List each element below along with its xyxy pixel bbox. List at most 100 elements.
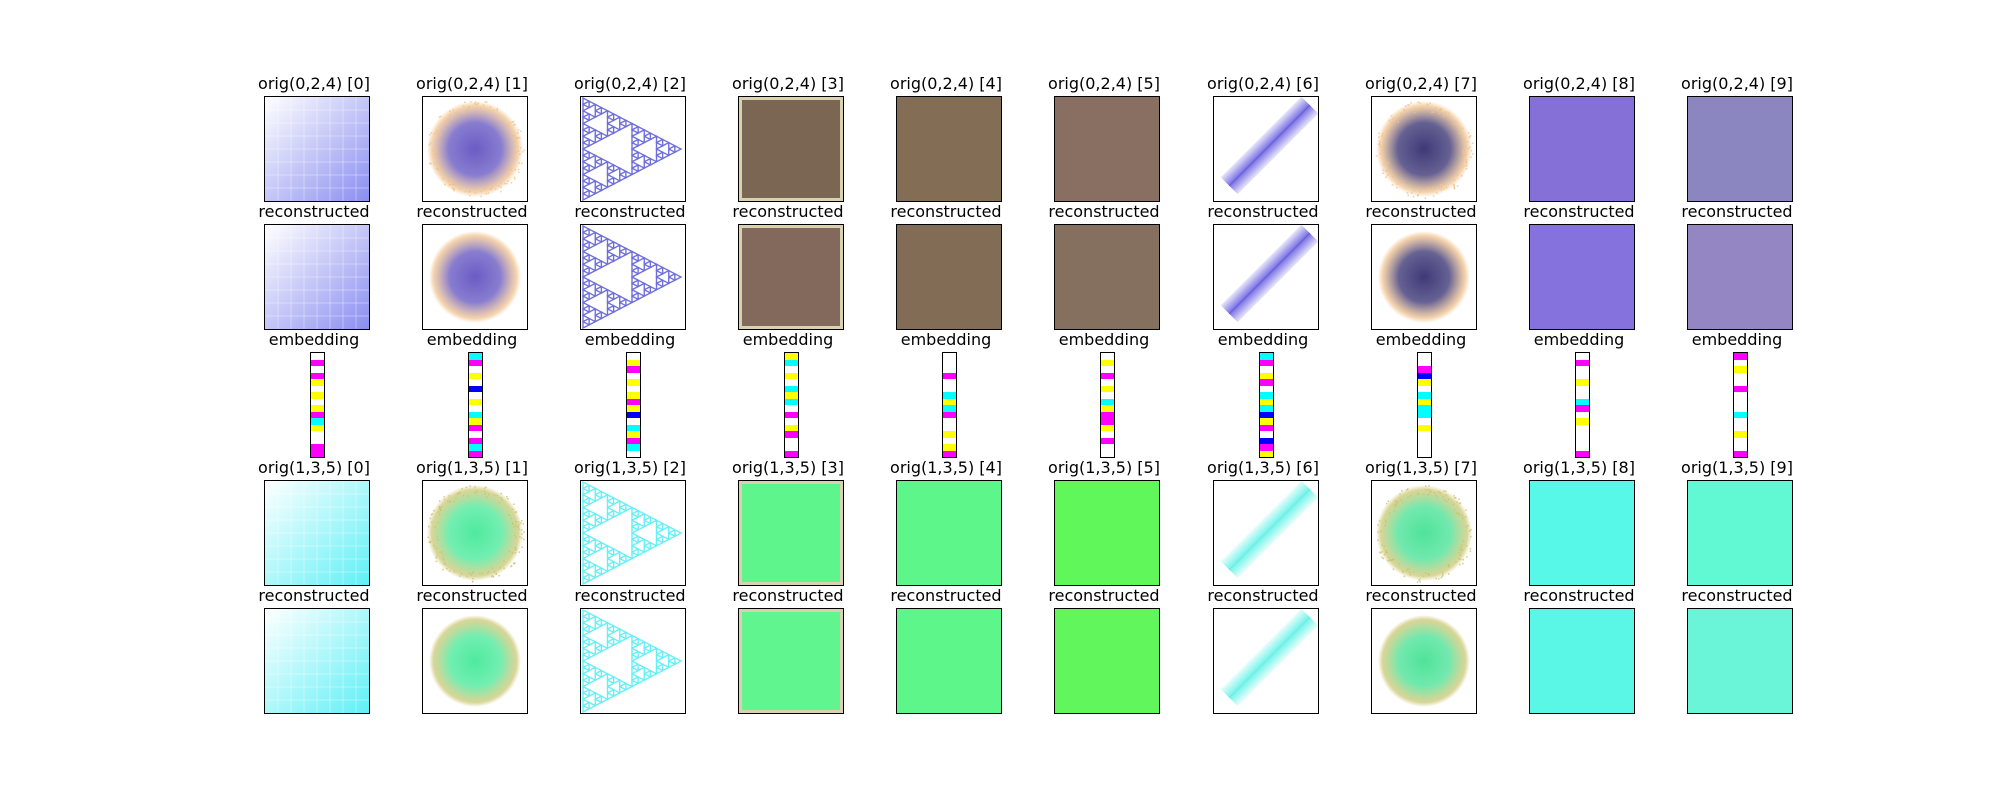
- embedding-value: [468, 372, 482, 380]
- embedding-strip: [1099, 352, 1115, 458]
- embedding-value: [784, 437, 798, 445]
- panel-title: orig(1,3,5) [9]: [1681, 458, 1793, 477]
- embedding-value: [468, 379, 482, 386]
- embedding-value: [468, 431, 482, 438]
- panel-title: orig(1,3,5) [8]: [1523, 458, 1635, 477]
- reconstructed-image: [1687, 608, 1793, 714]
- panel-title: orig(1,3,5) [5]: [1048, 458, 1160, 477]
- panel-title: embedding: [584, 330, 676, 349]
- embedding-value: [1417, 385, 1431, 393]
- embedding-value: [626, 450, 640, 457]
- original-image: [1687, 480, 1793, 586]
- reconstructed-image: [580, 224, 686, 330]
- embedding-value: [942, 353, 956, 360]
- panel-title: embedding: [1375, 330, 1467, 349]
- embedding-value: [942, 444, 956, 451]
- embedding-value: [1575, 353, 1589, 360]
- panel-title: embedding: [742, 330, 834, 349]
- panel-title: reconstructed: [416, 202, 528, 221]
- panel-title: orig(0,2,4) [0]: [258, 74, 370, 93]
- embedding-value: [1259, 366, 1273, 373]
- original-image: [896, 480, 1002, 586]
- embedding-value: [1417, 353, 1431, 360]
- embedding-value: [1259, 359, 1273, 367]
- panel-title: orig(0,2,4) [5]: [1048, 74, 1160, 93]
- panel-title: orig(1,3,5) [0]: [258, 458, 370, 477]
- reconstructed-image: [738, 224, 844, 330]
- embedding-value: [1733, 372, 1747, 380]
- embedding-value: [468, 405, 482, 412]
- embedding-value: [468, 411, 482, 419]
- original-image: [896, 96, 1002, 202]
- reconstructed-image: [1529, 608, 1635, 714]
- panel-title: reconstructed: [258, 586, 370, 605]
- embedding-value: [626, 353, 640, 360]
- embedding-value: [310, 411, 324, 419]
- reconstructed-image: [1054, 224, 1160, 330]
- embedding-value: [1575, 392, 1589, 399]
- embedding-value: [626, 411, 640, 419]
- embedding-value: [1417, 398, 1431, 406]
- embedding-value: [1575, 411, 1589, 419]
- embedding-value: [1417, 392, 1431, 399]
- embedding-value: [1100, 418, 1114, 425]
- embedding-value: [1733, 450, 1747, 457]
- embedding-strip: [1732, 352, 1748, 458]
- embedding-value: [1100, 450, 1114, 457]
- panel-title: orig(1,3,5) [3]: [732, 458, 844, 477]
- original-image: [580, 480, 686, 586]
- reconstructed-image: [896, 608, 1002, 714]
- panel-title: reconstructed: [732, 202, 844, 221]
- embedding-strip: [467, 352, 483, 458]
- embedding-value: [1733, 379, 1747, 386]
- embedding-value: [626, 398, 640, 406]
- panel-title: reconstructed: [1207, 586, 1319, 605]
- embedding-value: [1100, 366, 1114, 373]
- panel-title: orig(1,3,5) [6]: [1207, 458, 1319, 477]
- original-image: [422, 480, 528, 586]
- panel-title: orig(0,2,4) [7]: [1365, 74, 1477, 93]
- embedding-value: [784, 353, 798, 360]
- panel-title: reconstructed: [574, 202, 686, 221]
- embedding-value: [784, 398, 798, 406]
- embedding-value: [468, 353, 482, 360]
- panel-title: orig(0,2,4) [8]: [1523, 74, 1635, 93]
- panel-title: reconstructed: [1365, 202, 1477, 221]
- embedding-value: [468, 437, 482, 445]
- panel-title: reconstructed: [1523, 586, 1635, 605]
- embedding-value: [1417, 424, 1431, 432]
- embedding-value: [310, 424, 324, 432]
- embedding-value: [1575, 424, 1589, 432]
- embedding-value: [626, 385, 640, 393]
- panel-title: embedding: [426, 330, 518, 349]
- embedding-value: [942, 372, 956, 380]
- embedding-value: [1575, 379, 1589, 386]
- embedding-value: [310, 353, 324, 360]
- embedding-value: [468, 398, 482, 406]
- embedding-value: [1259, 372, 1273, 380]
- panel-title: reconstructed: [1207, 202, 1319, 221]
- embedding-value: [626, 437, 640, 445]
- embedding-value: [1100, 392, 1114, 399]
- embedding-value: [310, 372, 324, 380]
- embedding-value: [1733, 418, 1747, 425]
- reconstructed-image: [738, 608, 844, 714]
- panel-title: reconstructed: [1681, 586, 1793, 605]
- panel-title: reconstructed: [890, 586, 1002, 605]
- embedding-value: [784, 411, 798, 419]
- panel-title: orig(0,2,4) [6]: [1207, 74, 1319, 93]
- embedding-value: [1259, 444, 1273, 451]
- embedding-value: [1417, 450, 1431, 457]
- original-image: [1054, 480, 1160, 586]
- embedding-strip: [1416, 352, 1432, 458]
- embedding-value: [626, 444, 640, 451]
- embedding-value: [1733, 411, 1747, 419]
- panel-title: reconstructed: [732, 586, 844, 605]
- embedding-value: [1259, 424, 1273, 432]
- embedding-strip: [625, 352, 641, 458]
- embedding-value: [942, 424, 956, 432]
- reconstructed-image: [896, 224, 1002, 330]
- embedding-value: [1575, 366, 1589, 373]
- original-image: [264, 96, 370, 202]
